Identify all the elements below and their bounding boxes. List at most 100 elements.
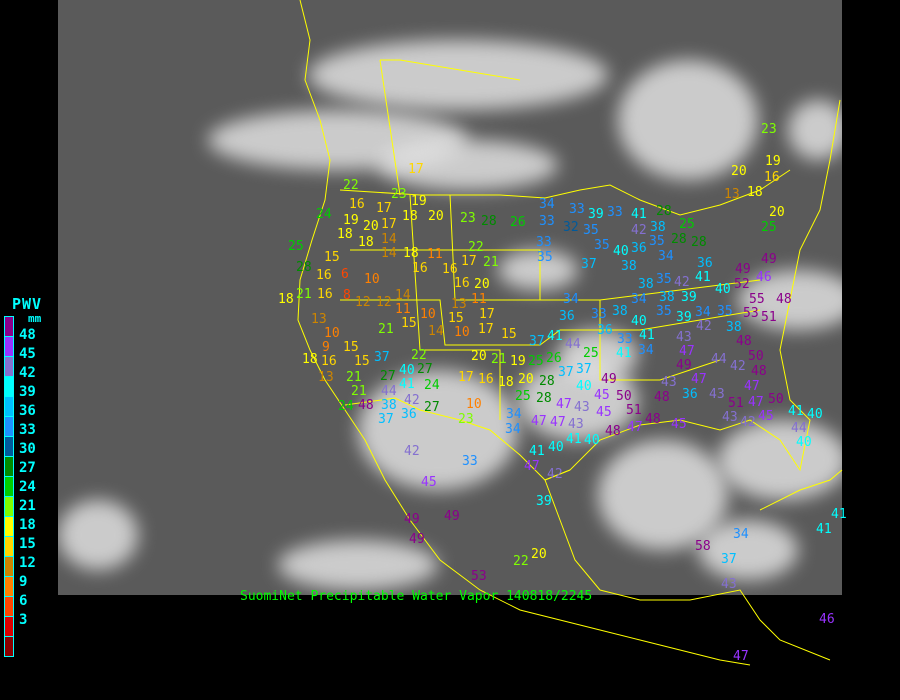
station-pwv-value: 47: [556, 397, 572, 412]
station-pwv-value: 25: [528, 354, 544, 369]
station-pwv-value: 49: [404, 512, 420, 527]
station-pwv-value: 41: [616, 346, 632, 361]
station-pwv-value: 49: [409, 532, 425, 547]
station-pwv-value: 41: [816, 522, 832, 537]
station-pwv-value: 55: [749, 292, 765, 307]
station-pwv-value: 26: [510, 215, 526, 230]
station-pwv-value: 17: [478, 322, 494, 337]
station-pwv-value: 25: [679, 217, 695, 232]
station-pwv-value: 12: [355, 295, 371, 310]
station-pwv-value: 47: [733, 649, 749, 664]
station-pwv-value: 21: [346, 370, 362, 385]
station-pwv-value: 18: [337, 227, 353, 242]
station-pwv-value: 32: [563, 220, 579, 235]
station-pwv-value: 20: [471, 349, 487, 364]
us-canada-border: [339, 169, 791, 216]
legend-label: 42: [19, 365, 36, 381]
station-pwv-value: 41: [639, 328, 655, 343]
station-pwv-value: 24: [338, 399, 354, 414]
station-pwv-value: 38: [638, 277, 654, 292]
station-pwv-value: 25: [583, 346, 599, 361]
station-pwv-value: 47: [531, 414, 547, 429]
cuba-coastline: [759, 469, 843, 511]
station-pwv-value: 49: [444, 509, 460, 524]
station-pwv-value: 15: [448, 311, 464, 326]
station-pwv-value: 18: [403, 246, 419, 261]
station-pwv-value: 37: [529, 334, 545, 349]
station-pwv-value: 35: [656, 272, 672, 287]
station-pwv-value: 34: [563, 292, 579, 307]
station-pwv-value: 6: [341, 267, 349, 282]
station-pwv-value: 11: [395, 302, 411, 317]
station-pwv-value: 13: [311, 312, 327, 327]
station-pwv-value: 18: [358, 235, 374, 250]
station-pwv-value: 42: [674, 275, 690, 290]
station-pwv-value: 38: [726, 320, 742, 335]
station-pwv-value: 48: [645, 412, 661, 427]
station-pwv-value: 27: [380, 369, 396, 384]
legend-label: 9: [19, 574, 28, 590]
station-pwv-value: 28: [536, 391, 552, 406]
station-pwv-value: 20: [518, 372, 534, 387]
station-pwv-value: 40: [576, 379, 592, 394]
station-pwv-value: 28: [539, 374, 555, 389]
station-pwv-value: 47: [691, 372, 707, 387]
canada-province-line: [380, 59, 521, 81]
cloud: [718, 420, 842, 500]
station-pwv-value: 39: [588, 207, 604, 222]
cloud: [788, 100, 842, 160]
station-pwv-value: 12: [376, 295, 392, 310]
legend-swatch: [4, 476, 14, 496]
station-pwv-value: 34: [695, 305, 711, 320]
station-pwv-value: 27: [417, 362, 433, 377]
station-pwv-value: 46: [756, 270, 772, 285]
station-pwv-value: 37: [374, 350, 390, 365]
station-pwv-value: 27: [424, 400, 440, 415]
legend-swatch: [4, 516, 14, 536]
station-pwv-value: 28: [481, 214, 497, 229]
station-pwv-value: 23: [460, 211, 476, 226]
station-pwv-value: 53: [471, 569, 487, 584]
station-pwv-value: 47: [524, 459, 540, 474]
mexico-east-coast: [544, 479, 831, 661]
legend-label: 45: [19, 346, 36, 362]
station-pwv-value: 42: [547, 467, 563, 482]
station-pwv-value: 43: [709, 387, 725, 402]
cloud: [618, 60, 758, 180]
station-pwv-value: 35: [649, 234, 665, 249]
station-pwv-value: 36: [401, 407, 417, 422]
station-pwv-value: 34: [658, 249, 674, 264]
station-pwv-value: 49: [735, 262, 751, 277]
station-pwv-value: 16: [478, 372, 494, 387]
station-pwv-value: 18: [278, 292, 294, 307]
station-pwv-value: 40: [796, 435, 812, 450]
station-pwv-value: 48: [751, 364, 767, 379]
station-pwv-value: 19: [343, 213, 359, 228]
legend-unit: mm: [28, 312, 42, 325]
station-pwv-value: 16: [412, 261, 428, 276]
station-pwv-value: 9: [322, 340, 330, 355]
station-pwv-value: 22: [468, 240, 484, 255]
station-pwv-value: 19: [510, 354, 526, 369]
legend-swatch: [4, 336, 14, 356]
station-pwv-value: 33: [607, 205, 623, 220]
station-pwv-value: 17: [461, 254, 477, 269]
station-pwv-value: 50: [748, 349, 764, 364]
station-pwv-value: 16: [316, 268, 332, 283]
us-mexico-border: [344, 397, 571, 481]
station-pwv-value: 41: [566, 432, 582, 447]
station-pwv-value: 36: [597, 323, 613, 338]
legend-label: 39: [19, 384, 36, 400]
station-pwv-value: 25: [515, 389, 531, 404]
station-pwv-value: 17: [381, 217, 397, 232]
station-pwv-value: 16: [764, 170, 780, 185]
station-pwv-value: 42: [404, 393, 420, 408]
station-pwv-value: 48: [654, 390, 670, 405]
station-pwv-value: 41: [695, 270, 711, 285]
station-pwv-value: 49: [601, 372, 617, 387]
station-pwv-value: 38: [659, 290, 675, 305]
station-pwv-value: 47: [550, 415, 566, 430]
station-pwv-value: 51: [761, 310, 777, 325]
